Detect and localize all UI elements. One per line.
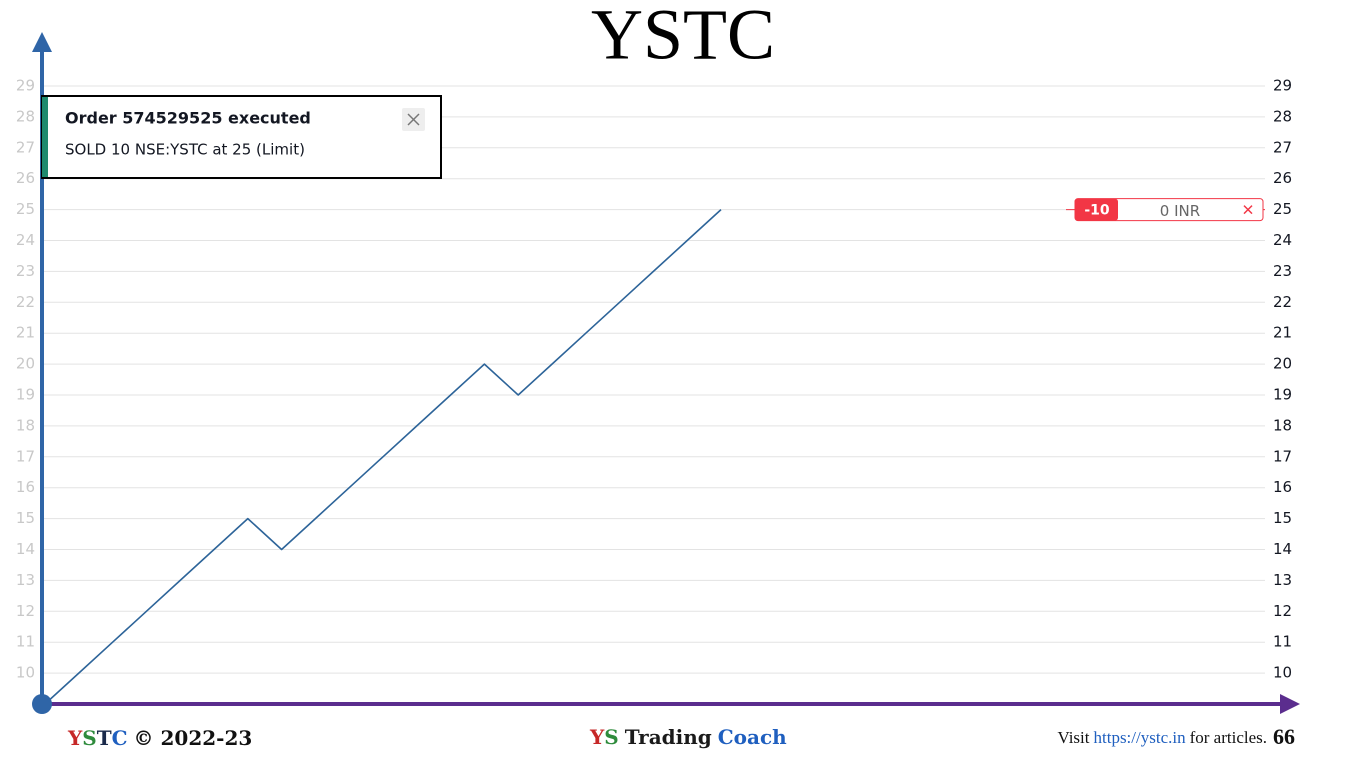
y-axis-arrow	[32, 32, 52, 52]
y-tick-label-left: 17	[16, 447, 35, 465]
y-tick-label-left: 25	[16, 200, 35, 218]
chart-title: YSTC	[591, 0, 775, 75]
y-tick-label-left: 20	[16, 355, 35, 373]
y-tick-label-left: 22	[16, 293, 35, 311]
y-tick-label-left: 15	[16, 509, 35, 527]
brand-letter: T	[97, 726, 112, 750]
y-tick-label-right: 21	[1273, 324, 1292, 342]
price-line	[44, 209, 722, 705]
y-tick-label-left: 11	[16, 633, 35, 651]
page-number: 66	[1273, 724, 1295, 749]
brand-letter: C	[112, 726, 128, 750]
logo-letter: S	[604, 725, 618, 749]
visit-suffix: for articles.	[1190, 728, 1267, 747]
y-tick-label-left: 14	[16, 540, 35, 558]
y-tick-label-left: 21	[16, 324, 35, 342]
brand-letter: Y	[67, 726, 83, 750]
logo-letter: Y	[589, 725, 605, 749]
y-tick-label-right: 20	[1273, 355, 1292, 373]
y-tick-label-right: 18	[1273, 416, 1292, 434]
order-qty: -10	[1084, 203, 1110, 219]
y-tick-label-left: 18	[16, 416, 35, 434]
y-tick-label-right: 16	[1273, 478, 1292, 496]
y-tick-label-right: 24	[1273, 231, 1292, 249]
x-axis-arrow	[1280, 694, 1300, 714]
copyright: © 2022-23	[134, 726, 253, 750]
order-close[interactable]	[1243, 205, 1253, 215]
y-tick-label-left: 23	[16, 262, 35, 280]
url-link[interactable]: https://ystc.in	[1094, 728, 1187, 747]
y-tick-label-left: 12	[16, 602, 35, 620]
order-qty-box	[1075, 198, 1118, 221]
toast-message: SOLD 10 NSE:YSTC at 25 (Limit)	[65, 141, 305, 159]
toast-title: Order 574529525 executed	[65, 109, 311, 128]
y-tick-label-right: 12	[1273, 602, 1292, 620]
y-tick-label-left: 29	[16, 77, 35, 95]
y-tick-label-right: 27	[1273, 138, 1292, 156]
y-tick-label-left: 26	[16, 169, 35, 187]
y-tick-label-right: 14	[1273, 540, 1292, 558]
y-tick-label-right: 26	[1273, 169, 1292, 187]
y-tick-label-right: 23	[1273, 262, 1292, 280]
order-pnl: 0 INR	[1160, 202, 1200, 220]
y-tick-label-left: 19	[16, 386, 35, 404]
footer-right: Visit https://ystc.in for articles. 66	[1057, 724, 1295, 749]
order-line: -10 0 INR	[1066, 198, 1265, 222]
y-tick-label-right: 17	[1273, 447, 1292, 465]
toast-accent	[42, 97, 48, 177]
y-tick-label-right: 22	[1273, 293, 1292, 311]
y-tick-label-right: 29	[1273, 77, 1292, 95]
brand-letter: S	[82, 726, 96, 750]
y-tick-label-left: 16	[16, 478, 35, 496]
y-tick-label-left: 24	[16, 231, 35, 249]
y-tick-label-right: 28	[1273, 107, 1292, 125]
y-tick-label-right: 15	[1273, 509, 1292, 527]
origin-dot	[32, 694, 52, 714]
toast-close[interactable]	[402, 108, 425, 131]
y-tick-label-right: 19	[1273, 386, 1292, 404]
toast: Order 574529525 executed SOLD 10 NSE:YST…	[41, 95, 442, 179]
y-tick-label-right: 25	[1273, 200, 1292, 218]
close-icon	[1243, 205, 1253, 215]
toast-box	[41, 95, 442, 179]
visit-text: Visit	[1057, 728, 1089, 747]
footer-left: YSTC © 2022-23	[67, 726, 252, 750]
close-icon	[407, 113, 420, 126]
logo-word: Trading	[625, 725, 712, 749]
y-tick-label-right: 13	[1273, 571, 1292, 589]
logo-word: Coach	[718, 725, 787, 749]
y-tick-label-left: 28	[16, 107, 35, 125]
y-tick-label-right: 10	[1273, 664, 1292, 682]
y-tick-label-right: 11	[1273, 633, 1292, 651]
y-tick-label-left: 13	[16, 571, 35, 589]
footer-center: YS Trading Coach	[589, 725, 787, 749]
plot	[44, 209, 722, 705]
y-tick-label-left: 10	[16, 664, 35, 682]
y-tick-label-left: 27	[16, 138, 35, 156]
